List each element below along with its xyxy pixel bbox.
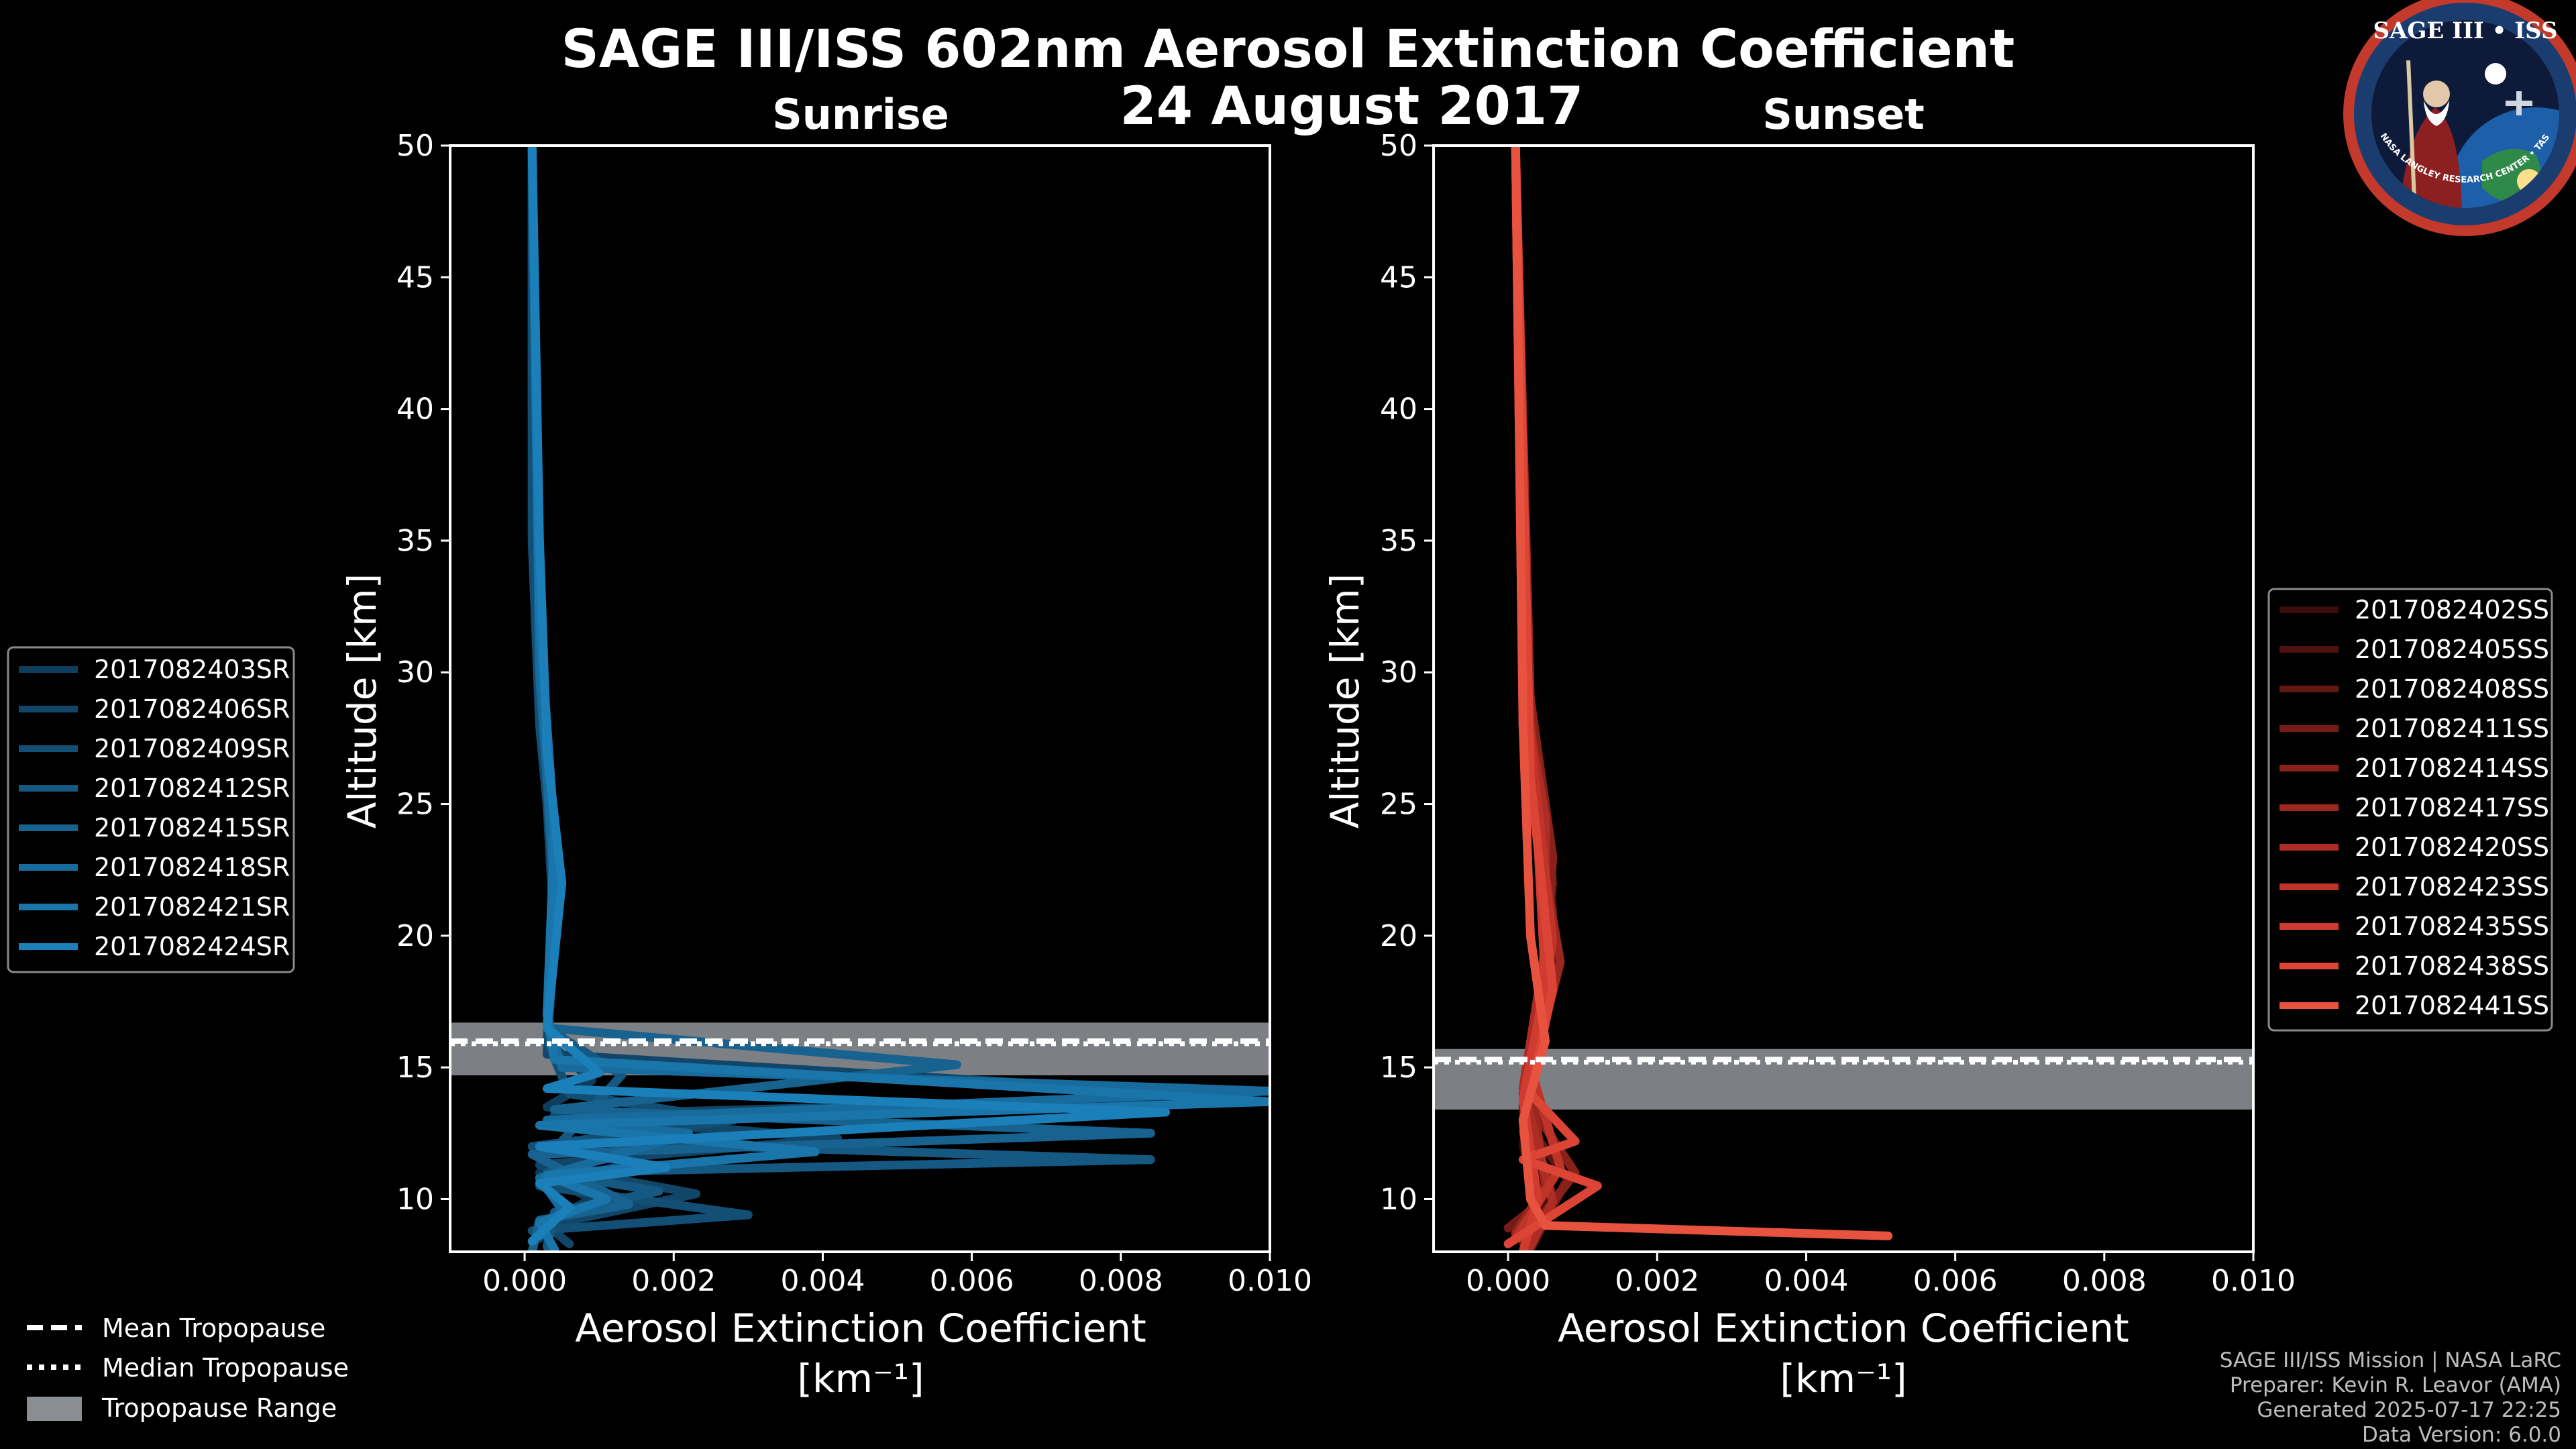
sunrise-ytick-label: 25 (396, 788, 434, 822)
sunset-xlabel: Aerosol Extinction Coefficient (1558, 1305, 2129, 1351)
sunset-legend-label: 2017082414SS (2355, 753, 2549, 783)
sunrise-ytick-label: 30 (396, 655, 434, 690)
sunset-series-2017082438SS (1503, 146, 1602, 1248)
sunset-chart: Sunset Aerosol Extinction Coefficient [k… (1322, 90, 2296, 1401)
sunrise-xlabel: Aerosol Extinction Coefficient (575, 1305, 1146, 1351)
sunrise-legend-label: 2017082403SR (94, 655, 290, 684)
sunrise-legend-label: 2017082418SR (94, 853, 290, 882)
tropopause-range-swatch (27, 1397, 82, 1421)
sunset-legend: 2017082402SS 2017082405SS 2017082408SS 2017… (2267, 588, 2553, 1032)
sunrise-xtick-label: 0.010 (1228, 1264, 1312, 1298)
sunset-ytick-label: 45 (1380, 260, 1417, 294)
sunset-ytick-label: 40 (1380, 392, 1417, 427)
sunrise-series-2017082424SR (527, 146, 1170, 1246)
sunset-xtick-label: 0.010 (2211, 1264, 2296, 1298)
logo-iss-truss (2516, 91, 2522, 115)
sunrise-xtick-label: 0.008 (1079, 1264, 1163, 1298)
sunset-axes-frame (1432, 144, 2255, 1253)
sunset-xtick-label: 0.008 (2062, 1264, 2147, 1298)
sunset-panel-title: Sunset (1762, 90, 1925, 139)
sunset-legend-label: 2017082435SS (2355, 912, 2549, 941)
sunset-ytick-label: 15 (1380, 1051, 1417, 1085)
credit-preparer: Preparer: Kevin R. Leavor (AMA) (2230, 1373, 2561, 1397)
sunset-xtick-label: 0.000 (1466, 1264, 1550, 1298)
logo-moon (2485, 63, 2506, 85)
sunset-legend-label: 2017082408SS (2355, 674, 2549, 704)
sunrise-xtick-label: 0.006 (930, 1264, 1014, 1298)
sunrise-ytick-label: 20 (396, 919, 434, 953)
sunset-ytick-label: 20 (1380, 919, 1417, 953)
sunset-legend-label: 2017082423SS (2355, 872, 2549, 902)
sunset-ylabel: Altitude [km] (1322, 574, 1368, 828)
sunset-ytick-label: 10 (1380, 1182, 1417, 1216)
sunset-xtick-label: 0.002 (1615, 1264, 1699, 1298)
credit-mission: SAGE III/ISS Mission | NASA LaRC (2220, 1348, 2561, 1373)
logo-figure-head (2423, 80, 2450, 107)
tropopause-range-label: Tropopause Range (101, 1393, 337, 1423)
sunrise-chart: Sunrise Aerosol Extinction Coefficient [… (339, 90, 1312, 1401)
sunrise-xtick-label: 0.002 (631, 1264, 716, 1298)
mean-tropopause-label: Mean Tropopause (102, 1313, 325, 1343)
sunset-legend-frame (2267, 588, 2553, 1032)
sunset-legend-label: 2017082438SS (2355, 951, 2549, 981)
sunrise-ytick-label: 15 (396, 1051, 434, 1085)
sunset-ytick-label: 30 (1380, 655, 1417, 690)
sunrise-xtick-label: 0.004 (780, 1264, 865, 1298)
sunset-legend-label: 2017082405SS (2355, 635, 2549, 664)
sunrise-panel-title: Sunrise (772, 90, 949, 139)
sunrise-axes-frame (449, 144, 1271, 1253)
sunset-ytick-label: 35 (1380, 524, 1417, 558)
sunset-ytick-label: 50 (1380, 129, 1417, 163)
sunset-xtick-label: 0.006 (1913, 1264, 1998, 1298)
sunrise-ytick-label: 10 (396, 1182, 434, 1216)
logo-figure-beard (2424, 101, 2449, 126)
sunrise-ytick-label: 35 (396, 524, 434, 558)
sunrise-legend-frame (7, 646, 295, 973)
sunrise-legend-label: 2017082421SR (94, 892, 290, 922)
sunset-xtick-label: 0.004 (1764, 1264, 1848, 1298)
sunrise-xlabel-units: [km⁻¹] (797, 1356, 924, 1401)
sunrise-legend-label: 2017082415SR (94, 813, 290, 843)
sunset-legend-label: 2017082441SS (2355, 991, 2549, 1020)
sunrise-ytick-label: 45 (396, 260, 434, 294)
sunrise-ytick-label: 50 (396, 129, 434, 163)
sunrise-xtick-label: 0.000 (482, 1264, 567, 1298)
sunset-ytick-label: 25 (1380, 788, 1417, 822)
sunrise-legend-label: 2017082406SR (94, 694, 290, 724)
sunrise-legend-label: 2017082409SR (94, 734, 290, 763)
sunset-legend-label: 2017082420SS (2355, 833, 2549, 862)
sunset-legend-label: 2017082402SS (2355, 595, 2549, 625)
credit-generated: Generated 2025-07-17 22:25 (2257, 1398, 2561, 1422)
logo-staff (2406, 60, 2417, 208)
sunrise-ylabel: Altitude [km] (339, 574, 385, 828)
figure-title-line2: 24 August 2017 (1120, 76, 1584, 137)
sunset-xlabel-units: [km⁻¹] (1780, 1356, 1907, 1401)
sunrise-legend: 2017082403SR 2017082406SR 2017082409SR 2017… (7, 646, 295, 973)
sunset-legend-label: 2017082411SS (2355, 714, 2549, 743)
sunrise-legend-label: 2017082412SR (94, 773, 290, 803)
sunrise-ytick-label: 40 (396, 392, 434, 427)
credits: SAGE III/ISS Mission | NASA LaRC Prepare… (2220, 1348, 2561, 1447)
sunrise-legend-label: 2017082424SR (94, 932, 290, 961)
tropopause-legend: Mean Tropopause Median Tropopause Tropop… (27, 1313, 349, 1423)
sunset-legend-label: 2017082417SS (2355, 793, 2549, 822)
sunset-series-2017082441SS (1511, 146, 1893, 1240)
median-tropopause-label: Median Tropopause (102, 1353, 349, 1383)
figure-title-line1: SAGE III/ISS 602nm Aerosol Extinction Co… (561, 19, 2015, 80)
credit-data-version: Data Version: 6.0.0 (2362, 1423, 2561, 1447)
logo-text: SAGE III • ISS (2373, 17, 2557, 44)
